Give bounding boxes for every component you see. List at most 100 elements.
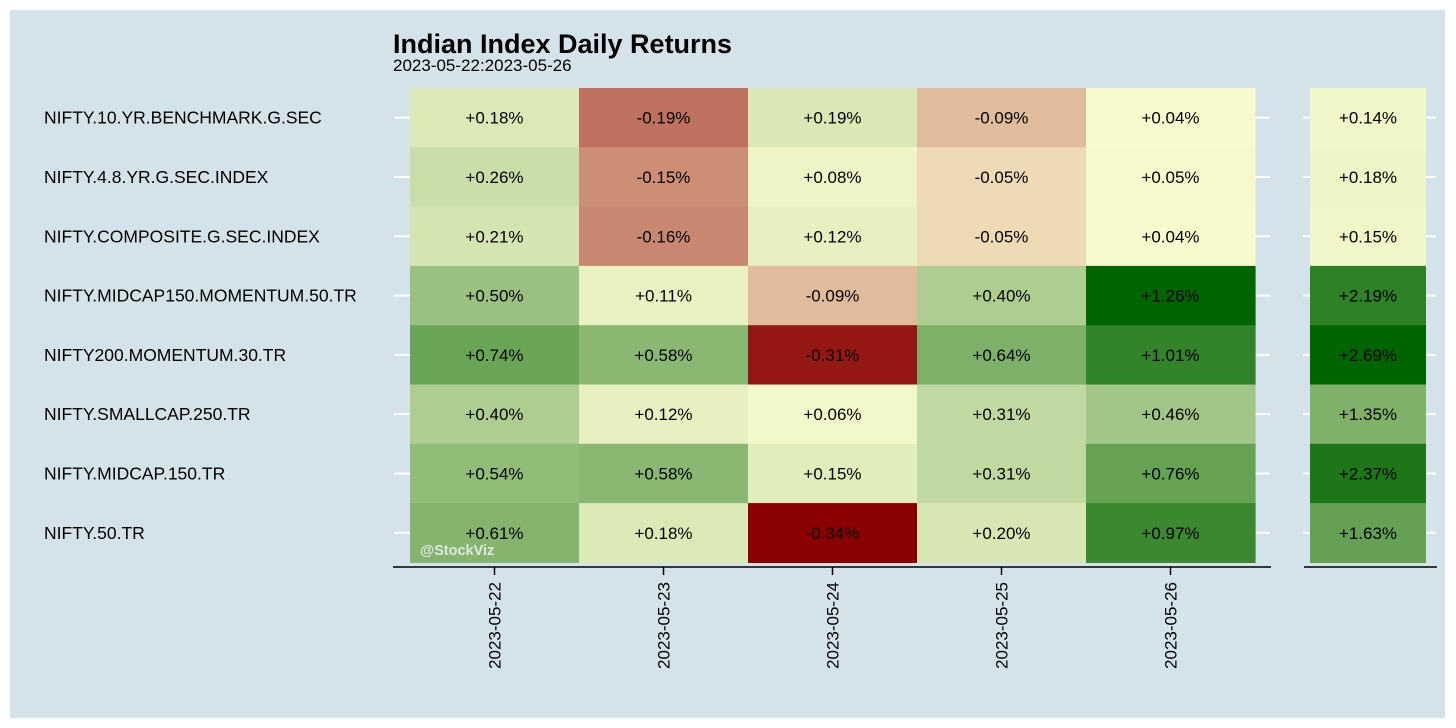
x-axis: 2023-05-22 2023-05-23 2023-05-24 2023-05-25… — [393, 566, 1437, 669]
cell-value-label: +0.61% — [465, 524, 523, 543]
cell-value-label: +0.04% — [1141, 227, 1199, 246]
heatmap-cell — [748, 384, 918, 445]
total-value-label: +1.63% — [1339, 524, 1397, 543]
heatmap-cell — [748, 88, 918, 148]
row-label: NIFTY200.MOMENTUM.30.TR — [44, 345, 286, 365]
heatmap-cell — [1086, 443, 1256, 504]
cell-value-label: -0.09% — [806, 287, 860, 306]
row-label: NIFTY.MIDCAP150.MOMENTUM.50.TR — [44, 286, 357, 306]
heatmap-cells: +0.18% -0.19% +0.19% -0.09% +0.04% +0.26% -0.1… — [410, 88, 1256, 563]
heatmap-cell — [579, 206, 749, 267]
total-cell — [1310, 147, 1426, 208]
cell-value-label: -0.19% — [637, 109, 691, 128]
chart-subtitle: 2023-05-22:2023-05-26 — [393, 56, 572, 75]
x-tick-label: 2023-05-26 — [1162, 582, 1181, 669]
heatmap-cell — [917, 503, 1087, 563]
heatmap-cell — [1086, 265, 1256, 326]
heatmap-cell — [410, 443, 580, 504]
total-value-label: +0.15% — [1339, 227, 1397, 246]
cell-value-label: +1.01% — [1141, 346, 1199, 365]
total-cells: +0.14% +0.18% +0.15% +2.19% +2.69% +1.35% +2.3… — [1310, 88, 1426, 563]
row-label: NIFTY.MIDCAP.150.TR — [44, 463, 225, 483]
heatmap-cell — [579, 503, 749, 563]
heatmap-cell — [1086, 503, 1256, 563]
cell-value-label: -0.05% — [975, 168, 1029, 187]
watermark-text: @StockViz — [420, 543, 494, 559]
total-value-label: +0.18% — [1339, 168, 1397, 187]
x-tick-label: 2023-05-23 — [655, 582, 674, 669]
cell-value-label: +0.31% — [972, 405, 1030, 424]
heatmap-cell — [917, 325, 1087, 386]
cell-value-label: +0.76% — [1141, 464, 1199, 483]
total-value-label: +1.35% — [1339, 405, 1397, 424]
total-cell — [1310, 503, 1426, 563]
heatmap-cell — [748, 443, 918, 504]
heatmap-cell — [748, 206, 918, 267]
heatmap-cell — [1086, 88, 1256, 148]
row-label: NIFTY.COMPOSITE.G.SEC.INDEX — [44, 226, 320, 246]
cell-value-label: -0.31% — [806, 346, 860, 365]
cell-value-label: -0.09% — [975, 109, 1029, 128]
heatmap-cell — [410, 325, 580, 386]
heatmap-cell — [917, 206, 1087, 267]
row-label: NIFTY.50.TR — [44, 523, 145, 543]
cell-value-label: +0.20% — [972, 524, 1030, 543]
cell-value-label: +0.40% — [465, 405, 523, 424]
row-label: NIFTY.10.YR.BENCHMARK.G.SEC — [44, 108, 322, 128]
heatmap-cell — [748, 265, 918, 326]
row-label: NIFTY.SMALLCAP.250.TR — [44, 404, 251, 424]
heatmap-cell — [917, 147, 1087, 208]
total-cell — [1310, 443, 1426, 504]
heatmap-cell — [579, 325, 749, 386]
cell-value-label: +0.64% — [972, 346, 1030, 365]
cell-value-label: +0.58% — [634, 346, 692, 365]
cell-value-label: -0.16% — [637, 227, 691, 246]
heatmap-cell — [917, 443, 1087, 504]
cell-value-label: -0.05% — [975, 227, 1029, 246]
heatmap-cell — [410, 503, 580, 563]
cell-value-label: -0.34% — [806, 524, 860, 543]
cell-value-label: +0.05% — [1141, 168, 1199, 187]
cell-value-label: +1.26% — [1141, 287, 1199, 306]
cell-value-label: +0.12% — [634, 405, 692, 424]
x-tick-label: 2023-05-22 — [486, 582, 505, 669]
heatmap-cell — [410, 265, 580, 326]
heatmap-cell — [579, 265, 749, 326]
heatmap-cell — [1086, 206, 1256, 267]
cell-value-label: +0.26% — [465, 168, 523, 187]
total-cell — [1310, 265, 1426, 326]
cell-value-label: +0.54% — [465, 464, 523, 483]
total-cell — [1310, 88, 1426, 148]
cell-value-label: +0.15% — [803, 464, 861, 483]
heatmap-cell — [410, 147, 580, 208]
chart-title: Indian Index Daily Returns — [393, 29, 732, 59]
heatmap-cell — [1086, 384, 1256, 445]
cell-value-label: +0.08% — [803, 168, 861, 187]
heatmap-cell — [917, 384, 1087, 445]
heatmap-cell — [410, 206, 580, 267]
total-value-label: +0.14% — [1339, 109, 1397, 128]
total-value-label: +2.69% — [1339, 346, 1397, 365]
heatmap-cell — [579, 88, 749, 148]
cell-value-label: +0.11% — [635, 287, 692, 306]
cell-value-label: +0.40% — [972, 287, 1030, 306]
heatmap-cell — [748, 325, 918, 386]
cell-value-label: +0.04% — [1141, 109, 1199, 128]
x-tick-label: 2023-05-25 — [993, 582, 1012, 669]
row-labels: NIFTY.10.YR.BENCHMARK.G.SEC NIFTY.4.8.YR.… — [44, 108, 357, 543]
cell-value-label: -0.15% — [637, 168, 691, 187]
cell-value-label: +0.50% — [465, 287, 523, 306]
cell-value-label: +0.58% — [634, 464, 692, 483]
heatmap-cell — [1086, 325, 1256, 386]
cell-value-label: +0.18% — [465, 109, 523, 128]
row-label: NIFTY.4.8.YR.G.SEC.INDEX — [44, 167, 269, 187]
heatmap-cell — [748, 503, 918, 563]
heatmap-cell — [410, 88, 580, 148]
heatmap-cell — [1086, 147, 1256, 208]
cell-value-label: +0.19% — [803, 109, 861, 128]
cell-value-label: +0.46% — [1141, 405, 1199, 424]
heatmap-cell — [917, 88, 1087, 148]
cell-value-label: +0.18% — [634, 524, 692, 543]
heatmap-cell — [748, 147, 918, 208]
x-tick-label: 2023-05-24 — [824, 582, 843, 669]
